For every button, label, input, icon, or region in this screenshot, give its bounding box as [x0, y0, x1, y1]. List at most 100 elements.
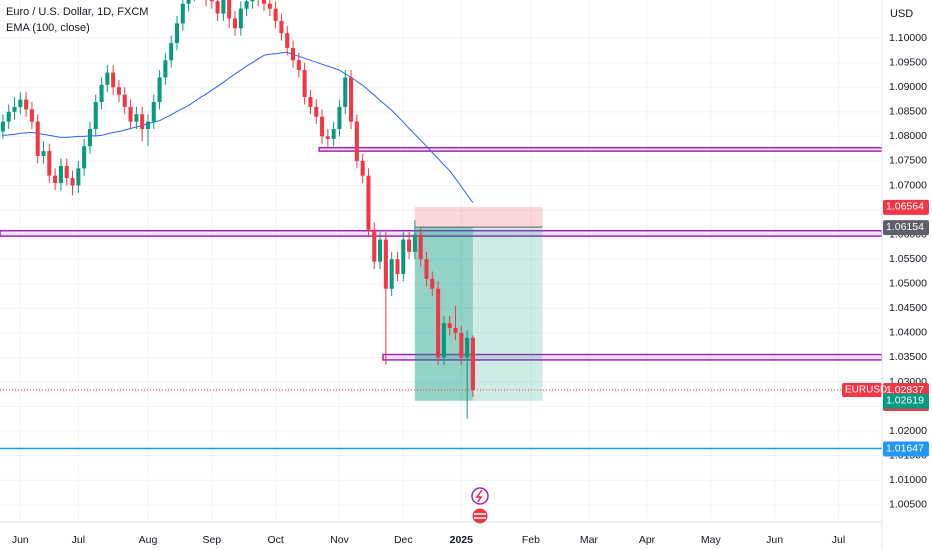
price-tag [883, 199, 929, 215]
candle-body [441, 323, 446, 358]
y-tick-label: 1.07500 [889, 155, 927, 167]
candle-body [372, 229, 377, 262]
candle-body [389, 259, 394, 289]
candle-body [250, 0, 255, 2]
candle-body [354, 121, 359, 161]
y-tick-label: 1.09000 [889, 81, 927, 93]
candle-body [180, 3, 185, 24]
candle-body [296, 60, 301, 71]
x-tick-label: Feb [522, 534, 540, 546]
candle-body [383, 239, 388, 289]
y-tick-label: 1.02000 [889, 425, 927, 437]
candle-body [163, 60, 168, 78]
candle-body [424, 259, 429, 279]
x-tick-label: Jun [766, 534, 783, 546]
event-icons[interactable] [471, 487, 489, 525]
candle-body [343, 77, 348, 107]
y-tick-label: 1.01000 [889, 474, 927, 486]
candle-body [58, 165, 63, 184]
candle-body [140, 114, 145, 130]
candle-body [227, 0, 232, 19]
candle-body [320, 116, 325, 137]
y-tick-label: 1.00500 [889, 499, 927, 511]
candle-body [105, 72, 110, 85]
price-tag-label: 1.01647 [886, 442, 924, 454]
candle-body [470, 337, 475, 391]
plot-area [0, 0, 882, 522]
candle-body [145, 121, 150, 130]
candle-body [459, 332, 464, 358]
y-tick-label: 1.07000 [889, 179, 927, 191]
candle-body [221, 0, 226, 14]
candle-body [325, 136, 330, 139]
candle-body [134, 114, 139, 122]
candle-body [302, 70, 307, 98]
y-tick-label: 1.09500 [889, 56, 927, 68]
candle-body [6, 111, 11, 122]
symbol-label: EURUSD [845, 385, 887, 396]
event-glyph [474, 513, 486, 519]
candle-body [29, 109, 34, 122]
y-tick-label: 1.04500 [889, 302, 927, 314]
candle-body [0, 121, 5, 132]
event-icon[interactable] [471, 507, 489, 525]
candle-body [87, 129, 92, 147]
candle-body [111, 72, 116, 88]
y-tick-label: 1.04000 [889, 327, 927, 339]
candle-body [453, 327, 458, 333]
x-tick-label: May [701, 534, 722, 546]
x-tick-label: Nov [330, 534, 349, 546]
candle-body [337, 106, 342, 130]
candle-body [18, 99, 23, 107]
x-tick-label: Dec [394, 534, 413, 546]
price-tag [883, 393, 929, 409]
candle-body [47, 151, 52, 176]
candle-body [430, 278, 435, 289]
candle-body [349, 77, 354, 122]
candle-body [279, 20, 284, 34]
candle-body [12, 106, 17, 112]
candle-body [64, 165, 69, 179]
candle-body [401, 239, 406, 274]
x-tick-label: 2025 [450, 534, 474, 546]
x-tick-label: Apr [639, 534, 656, 546]
price-tag-label: 1.06564 [886, 201, 924, 213]
price-tag-label: 1.02837 [886, 384, 924, 396]
y-tick-label: 1.03500 [889, 351, 927, 363]
candle-body [93, 101, 98, 130]
price-tag [883, 441, 929, 457]
candle-body [285, 33, 290, 48]
zone [318, 146, 882, 152]
stop-zone [414, 206, 543, 228]
y-tick-label: 1.08500 [889, 106, 927, 118]
axes: 1.005001.010001.015001.020001.025001.030… [12, 32, 929, 546]
candle-body [41, 151, 46, 157]
x-tick-label: Jul [72, 534, 85, 546]
candle-body [291, 47, 296, 61]
ema-line [2, 51, 474, 203]
candle-body [308, 97, 313, 107]
candle-body [232, 18, 238, 29]
candle-body [378, 239, 383, 262]
x-tick-label: Jun [12, 534, 29, 546]
candle-body [436, 288, 441, 358]
candle-body [174, 23, 180, 44]
zone [382, 353, 882, 361]
price-tag [883, 220, 929, 236]
x-tick-label: Oct [267, 534, 283, 546]
candle-body [169, 43, 174, 61]
candle-body [273, 8, 278, 21]
candle-body [360, 160, 365, 176]
currency-label: USD [890, 8, 913, 20]
candle-body [128, 106, 133, 122]
indicator-label: EMA (100, close) [6, 22, 90, 34]
candle-body [314, 106, 319, 117]
price-tag-label: 1.02619 [886, 395, 924, 407]
x-tick-label: Mar [580, 534, 599, 546]
x-tick-label: Aug [139, 534, 158, 546]
chart-title: Euro / U.S. Dollar, 1D, FXCM [6, 6, 148, 18]
candle-body [465, 337, 470, 358]
candle-body [186, 0, 191, 4]
candle-body [122, 94, 127, 107]
event-icon[interactable] [471, 487, 489, 505]
